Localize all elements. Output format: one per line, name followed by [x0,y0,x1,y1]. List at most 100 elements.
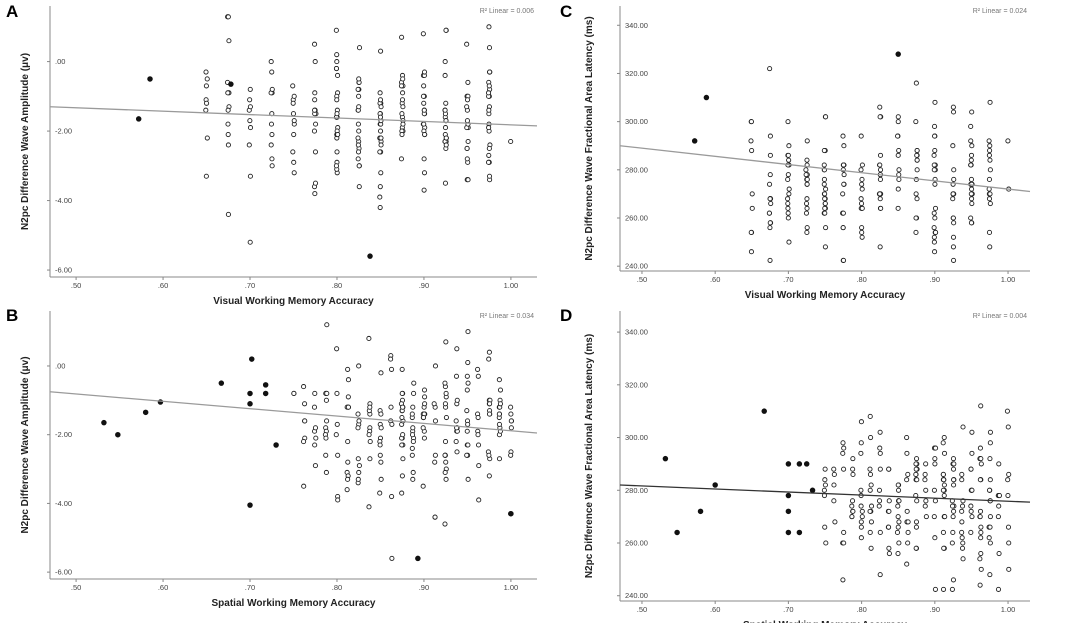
panel-a-data-point [399,132,405,138]
panel-d-r2-label: R² Linear = 0.004 [973,313,1027,320]
panel-a-y-tick-label: -4.00 [55,196,72,205]
panel-d-data-point-filled [785,508,792,515]
panel-b-data-point [496,411,502,417]
panel-d-data-point [841,445,847,451]
panel-b: B .50 .60 .70 .80 .90 1.00 .00 -2.00 -4.00 -6.00 S… [6,306,538,609]
panel-b-data-point [442,401,448,407]
panel-a-data-point [355,149,362,155]
panel-b-data-point [442,439,449,445]
panel-d-data-point [868,545,874,551]
panel-c-data-point [840,257,847,263]
panel-a-x-tick-label: .50 [71,281,81,290]
panel-a-data-point [486,159,492,165]
panel-c-data-point [822,191,828,197]
panel-a-data-point [269,69,275,75]
panel-a-data-point [355,156,361,162]
panel-b-data-point [356,363,362,369]
panel-d-data-point-filled [785,492,792,499]
panel-b-data-point [443,339,449,345]
panel-b-data-point [420,414,427,421]
panel-b-data-point [497,401,503,407]
panel-c-data-point [914,167,920,173]
panel-d-data-point [896,487,902,493]
panel-c: C .50 .60 .70 .80 .90 1.00 240.00 260.00 280.00 3… [560,2,1031,301]
panel-d-data-point [978,529,984,536]
panel-b-data-point-filled [273,442,279,448]
panel-a-data-point [421,83,427,89]
panel-d-data-point [940,529,946,536]
panel-c-data-point [821,181,827,187]
panel-d-y-axis-title: N2pc Difference Wave Fractional Area Lat… [584,334,595,578]
panel-a-data-point [443,135,449,141]
panel-c-data-point [785,205,791,211]
panel-d-data-point [841,466,847,472]
panel-a-data-point [486,125,492,131]
panel-a-data-point [313,121,319,127]
panel-c-data-point [822,196,828,202]
panel-c-data-point [859,229,865,236]
panel-c-data-point [859,234,865,240]
panel-b-data-point [345,476,351,482]
panel-c-data-point [950,109,957,115]
panel-b-data-point [301,384,307,390]
panel-c-data-point [767,133,773,139]
panel-a-data-point [464,41,470,47]
panel-b-data-point [420,483,426,489]
panel-c-data-point [968,220,975,226]
panel-d-data-point [978,461,984,467]
panel-a-data-point [356,128,362,134]
panel-a-data-point [268,59,274,65]
panel-d-data-point [868,503,875,509]
panel-b-data-point [486,349,492,355]
panel-d-data-point-filled [785,461,792,467]
panel-d-data-point [1005,524,1012,530]
panel-a-data-point [225,14,231,20]
panel-c-x-tick-label: .90 [930,275,940,284]
panel-a-data-point [355,142,361,148]
panel-d-data-point [913,471,919,478]
panel-c-data-point [803,200,810,207]
panel-d-data-point [840,577,846,583]
panel-c-data-point [951,167,957,173]
panel-d-y-tick-label: 260.00 [625,539,648,548]
panel-c-r2-label: R² Linear = 0.024 [973,8,1027,15]
panel-a-data-point [399,97,406,103]
panel-c-data-point [748,229,754,236]
panel-a-data-point [247,239,253,245]
panel-b-data-point [345,404,351,410]
panel-b-data-point [496,421,502,427]
panel-d-data-point [850,456,856,462]
panel-b-y-tick-label: .00 [55,361,65,370]
panel-a-data-point [269,132,275,138]
panel-c-data-point [914,152,920,158]
panel-d-data-point [951,482,957,488]
panel-c-y-tick-label: 240.00 [625,262,648,271]
panel-b-data-point [389,555,395,561]
panel-d-data-point [868,482,874,488]
panel-b-data-point [323,452,329,458]
panel-c-data-point [785,152,791,158]
panel-d-data-point-filled [803,461,810,467]
panel-c-y-axis-title: N2pc Difference Wave Fractional Area Lat… [584,16,595,260]
panel-a-data-point [269,86,275,92]
panel-d-data-point-filled [796,461,803,467]
panel-b-data-point-filled [247,390,253,397]
panel-d-data-point [904,508,910,514]
panel-d-data-point [1005,477,1011,483]
panel-b-data-point [312,425,319,431]
panel-d-data-point [987,572,993,578]
panel-c-data-point [987,143,993,149]
panel-a-data-point [269,163,275,169]
panel-d: D .50 .60 .70 .80 .90 1.00 240.00 260.00 280.00 3… [560,306,1031,623]
panel-c-data-point [987,167,993,173]
panel-d-data-point [913,545,919,551]
panel-d-data-point [959,503,966,509]
panel-d-data-point [913,519,920,525]
panel-d-data-point [923,514,929,520]
panel-a-data-point [400,104,406,110]
panel-c-data-point [822,200,828,207]
panel-a-data-point [421,187,427,193]
panel-d-data-point [977,477,983,483]
panel-c-data-point [821,162,827,168]
panel-b-x-axis-title: Spatial Working Memory Accuracy [212,598,376,609]
